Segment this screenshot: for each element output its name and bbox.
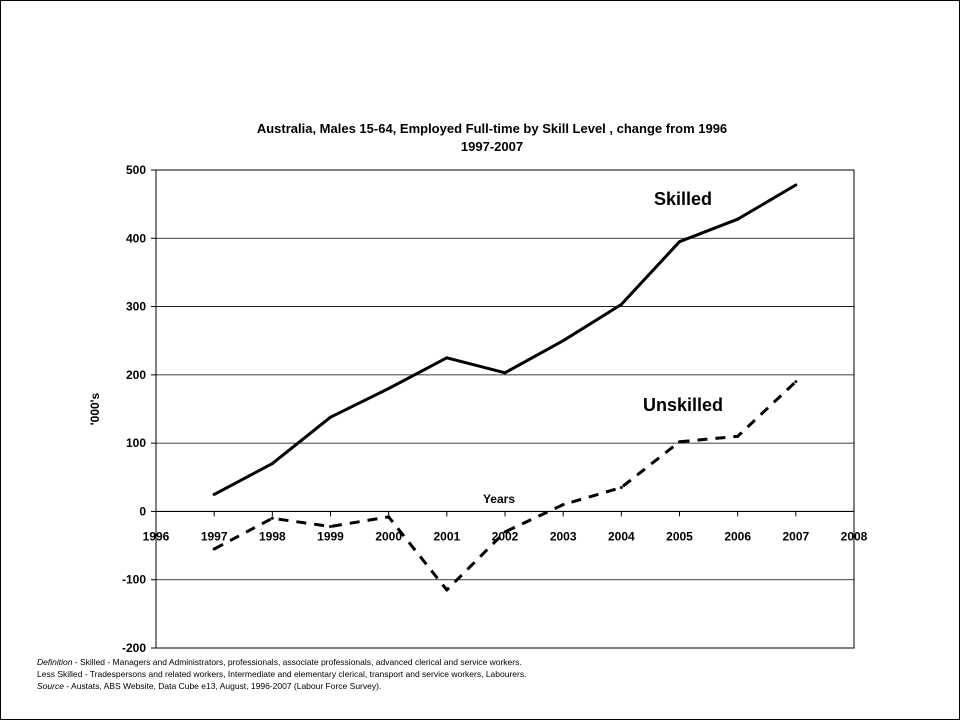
data-point-skilled [212, 492, 216, 496]
data-point-skilled [678, 240, 681, 244]
data-point-skilled [736, 217, 740, 221]
x-tick-label: 2005 [666, 529, 693, 543]
x-tick-label: 2004 [608, 529, 635, 543]
note-definition: Definition - Skilled - Managers and Admi… [37, 656, 937, 668]
y-tick-label: 500 [126, 163, 146, 177]
y-tick-label: -100 [122, 573, 146, 587]
data-point-skilled [329, 415, 332, 419]
data-point-unskilled [678, 440, 681, 444]
data-point-unskilled [212, 547, 216, 551]
x-tick-label: 2008 [841, 529, 868, 543]
data-point-unskilled [794, 380, 798, 384]
data-point-skilled [561, 339, 565, 343]
data-point-unskilled [619, 486, 623, 490]
data-point-unskilled [329, 524, 332, 528]
x-tick-label: 1999 [317, 529, 344, 543]
x-tick-label: 1998 [259, 529, 286, 543]
data-point-skilled [619, 303, 623, 307]
series-label-skilled: Skilled [654, 189, 712, 209]
y-tick-label: -200 [122, 641, 146, 655]
x-tick-label: 2001 [433, 529, 460, 543]
data-point-unskilled [503, 530, 507, 534]
definition-label: Definition [37, 657, 73, 667]
data-point-skilled [794, 183, 798, 187]
y-tick-label: 100 [126, 436, 146, 450]
x-tick-label: 2003 [550, 529, 577, 543]
x-tick-label: 2007 [782, 529, 809, 543]
data-point-skilled [445, 356, 449, 360]
data-point-unskilled [387, 515, 391, 519]
x-tick-label: 2000 [375, 529, 402, 543]
x-axis-label: Years [483, 492, 515, 506]
y-axis-label: '000's [88, 392, 102, 425]
y-tick-label: 300 [126, 300, 146, 314]
data-point-unskilled [270, 516, 274, 520]
data-point-unskilled [736, 434, 740, 438]
definition-text: - Skilled - Managers and Administrators,… [72, 657, 522, 667]
data-point-skilled [387, 387, 391, 391]
chart-notes: Definition - Skilled - Managers and Admi… [37, 656, 937, 692]
data-point-skilled [503, 371, 507, 375]
x-tick-label: 1996 [143, 529, 170, 543]
y-tick-label: 0 [139, 504, 146, 518]
chart-title: Australia, Males 15-64, Employed Full-ti… [257, 121, 727, 136]
plot-area [155, 169, 855, 649]
y-tick-label: 400 [126, 231, 146, 245]
note-less-skilled: Less Skilled - Tradespersons and related… [37, 669, 527, 679]
x-tick-label: 2006 [724, 529, 751, 543]
x-tick-label: 1997 [201, 529, 228, 543]
source-label: Source [37, 681, 64, 691]
chart-subtitle: 1997-2007 [461, 139, 523, 154]
y-tick-label: 200 [126, 368, 146, 382]
series-label-unskilled: Unskilled [643, 395, 723, 415]
data-point-unskilled [445, 588, 449, 592]
data-point-skilled [270, 462, 274, 466]
series-line-skilled [213, 183, 797, 496]
note-source: Source - Austats, ABS Website, Data Cube… [37, 680, 937, 692]
source-text: - Austats, ABS Website, Data Cube e13, A… [63, 681, 382, 691]
data-point-unskilled [561, 503, 565, 507]
series-line-unskilled [213, 380, 797, 592]
